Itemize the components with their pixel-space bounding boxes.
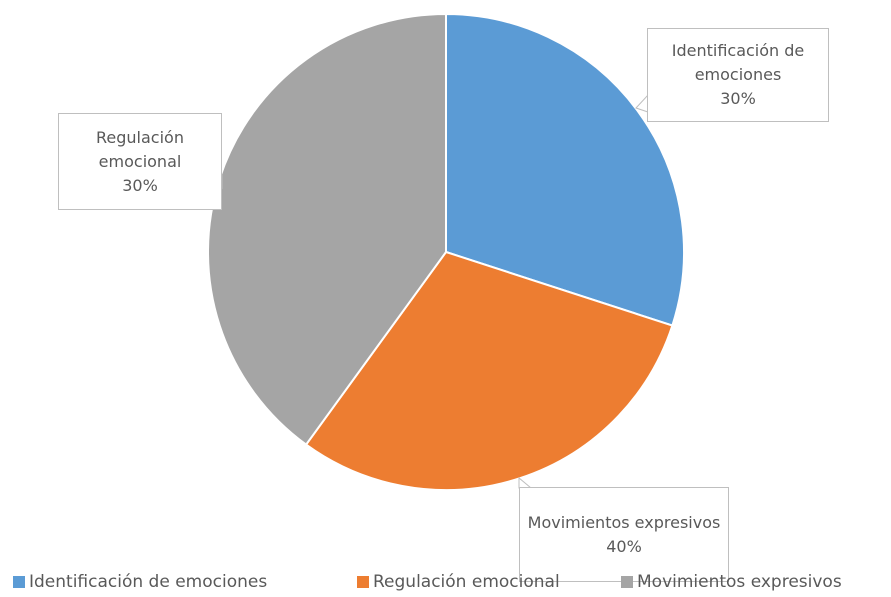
- callout-category: Identificación de emociones: [671, 41, 805, 84]
- slices: [207, 12, 685, 491]
- legend-label: Identificación de emociones: [29, 572, 268, 592]
- callout-category: Movimientos expresivos: [527, 512, 721, 532]
- pie-slice: [445, 12, 685, 327]
- legend-label: Regulación emocional: [373, 572, 560, 592]
- data-callout: Regulación emocional 30%: [58, 113, 222, 210]
- callout-value: 30%: [720, 89, 756, 108]
- legend-item: Movimientos expresivos: [621, 572, 842, 592]
- legend-item: Identificación de emociones: [13, 572, 267, 592]
- callout-value: 30%: [122, 175, 158, 195]
- data-callout: Identificación de emociones 30%: [647, 28, 829, 122]
- callout-value: 40%: [606, 536, 642, 556]
- legend-item: Regulación emocional: [357, 572, 560, 592]
- legend-swatch: [13, 576, 25, 588]
- legend-swatch: [357, 576, 369, 588]
- legend-swatch: [621, 576, 633, 588]
- data-callout: Movimientos expresivos 40%: [519, 487, 729, 582]
- legend-label: Movimientos expresivos: [637, 572, 842, 592]
- callout-category: Regulación emocional: [96, 127, 184, 171]
